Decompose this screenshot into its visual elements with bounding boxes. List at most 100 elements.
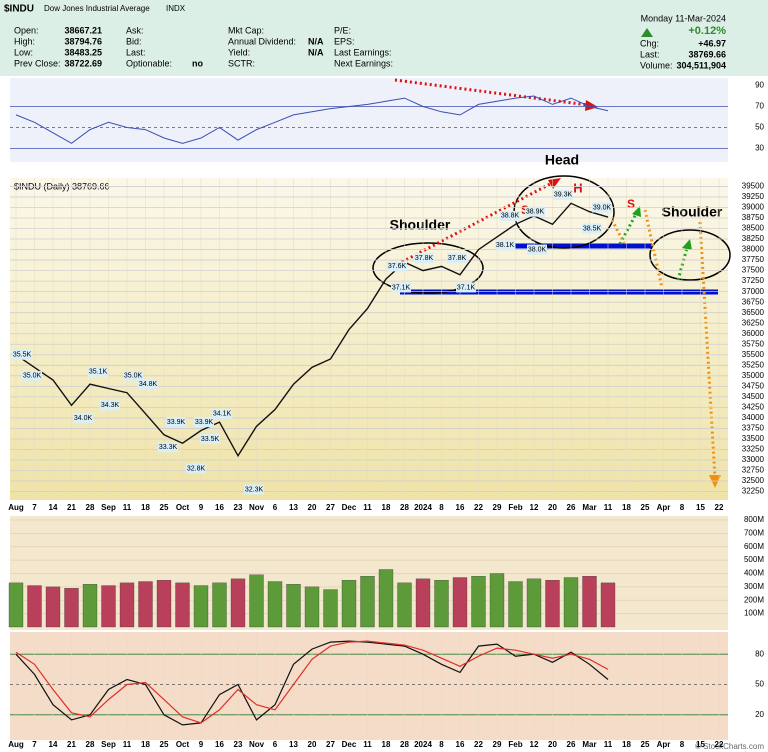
y-tick-label: 36500	[742, 308, 765, 317]
y-tick-label: 50	[755, 680, 764, 689]
x-tick-label: 15	[696, 503, 705, 512]
header-bg	[0, 0, 768, 76]
field-value: no	[192, 58, 203, 68]
arrowhead	[548, 178, 561, 189]
annotation: 32.8K	[187, 465, 206, 472]
annotation: 33.9K	[167, 419, 186, 426]
series-line	[15, 95, 609, 144]
field-label: EPS:	[334, 36, 355, 46]
shoulder-ellipse	[372, 242, 484, 294]
x-tick-label: 11	[604, 503, 613, 512]
x-tick-label: 11	[123, 503, 132, 512]
last-label: Last:	[640, 49, 660, 59]
x-tick-label: 14	[49, 503, 58, 512]
x-tick-label: 8	[680, 740, 685, 749]
y-tick-label: 35750	[742, 339, 765, 348]
volume-bar	[82, 584, 98, 628]
y-tick-label: 34500	[742, 392, 765, 401]
annotation-box	[582, 223, 602, 234]
x-tick-label: Oct	[176, 740, 190, 749]
y-tick-label: 36750	[742, 297, 765, 306]
x-tick-label: 21	[67, 740, 76, 749]
annotation-box	[194, 417, 214, 428]
y-tick-label: 600M	[744, 542, 764, 551]
annotation: 35.1K	[89, 368, 108, 375]
x-tick-label: 2024	[414, 740, 432, 749]
x-tick-label: Sep	[101, 503, 116, 512]
x-tick-label: 25	[160, 503, 169, 512]
x-tick-label: 25	[641, 740, 650, 749]
x-tick-label: 29	[493, 740, 502, 749]
field-label: Open:	[14, 25, 39, 35]
annotation-box	[166, 417, 186, 428]
x-tick-label: 22	[474, 503, 483, 512]
y-tick-label: 70	[755, 102, 764, 111]
x-tick-label: 11	[363, 503, 372, 512]
volume-bar	[582, 576, 597, 628]
annotation: 38.1K	[496, 242, 515, 249]
y-tick-label: 39500	[742, 182, 765, 191]
volume-bar	[8, 582, 24, 628]
y-tick-label: 400M	[744, 569, 764, 578]
name: Dow Jones Industrial Average	[44, 4, 150, 13]
y-tick-label: 35000	[742, 371, 765, 380]
volume-bar	[212, 582, 227, 628]
annotation: 33.3K	[159, 444, 178, 451]
field-label: P/E:	[334, 25, 351, 35]
field-value: 38794.76	[64, 36, 102, 46]
x-tick-label: 11	[604, 740, 613, 749]
field-label: Bid:	[126, 36, 142, 46]
y-tick-label: 33500	[742, 434, 765, 443]
pattern-label: H	[573, 180, 582, 195]
annotation-box	[391, 282, 411, 293]
x-tick-label: 13	[289, 503, 298, 512]
pattern-label: Shoulder	[662, 204, 723, 220]
volume-bar	[175, 582, 190, 628]
x-tick-label: 21	[67, 503, 76, 512]
volume-bar	[341, 580, 357, 628]
x-tick-label: 18	[141, 503, 150, 512]
y-tick-label: 38250	[742, 234, 765, 243]
x-tick-label: 23	[234, 503, 243, 512]
annotation-box	[158, 442, 178, 453]
volume-bar	[230, 578, 246, 628]
volume-bar	[45, 586, 61, 628]
y-tick-label: 200M	[744, 595, 764, 604]
annotation-box	[73, 412, 93, 423]
x-tick-label: 28	[86, 740, 95, 749]
annotation-box	[500, 210, 520, 221]
y-tick-label: 37750	[742, 255, 765, 264]
y-tick-label: 33000	[742, 455, 765, 464]
y-tick-label: 300M	[744, 582, 764, 591]
x-tick-label: Oct	[176, 503, 190, 512]
volume-bar	[304, 586, 320, 628]
field-value: 38483.25	[64, 47, 102, 57]
annotation: 34.8K	[139, 381, 158, 388]
annotation: 35.0K	[23, 373, 42, 380]
field-label: High:	[14, 36, 35, 46]
y-tick-label: 32250	[742, 487, 765, 496]
y-tick-label: 36250	[742, 318, 765, 327]
symbol: $INDU	[4, 4, 34, 15]
y-tick-label: 39000	[742, 203, 765, 212]
x-tick-label: 22	[474, 740, 483, 749]
x-tick-label: Mar	[582, 503, 596, 512]
x-tick-label: 26	[567, 740, 576, 749]
y-tick-label: 33250	[742, 445, 765, 454]
field-value: N/A	[308, 36, 324, 46]
y-tick-label: 35500	[742, 350, 765, 359]
annotation-box	[553, 189, 573, 200]
x-tick-label: 7	[32, 740, 37, 749]
series-line	[15, 640, 609, 724]
field-label: Yield:	[228, 47, 250, 57]
annotation: 33.5K	[201, 436, 220, 443]
annotation: 37.1K	[457, 284, 476, 291]
x-tick-label: 20	[308, 503, 317, 512]
annotation-box	[387, 261, 407, 272]
annotation: 37.8K	[415, 255, 434, 262]
volume-bar	[360, 576, 375, 628]
x-tick-label: Aug	[8, 740, 24, 749]
y-tick-label: 30	[755, 144, 764, 153]
y-tick-label: 35250	[742, 360, 765, 369]
